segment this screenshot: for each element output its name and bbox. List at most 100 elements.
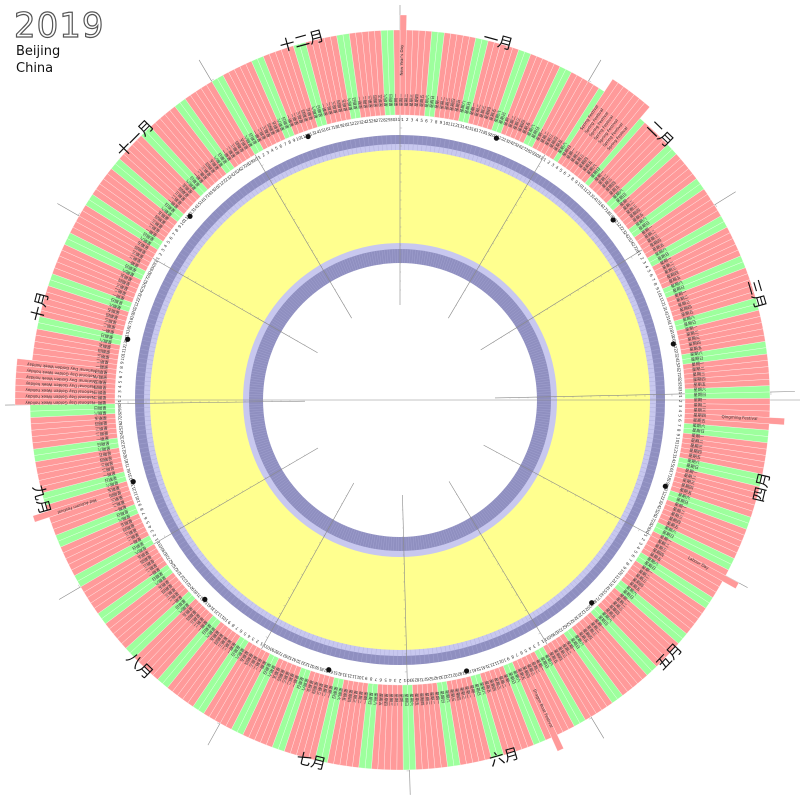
day-number: 2: [640, 537, 646, 542]
twilight-segment: [568, 204, 579, 216]
twilight-segment: [335, 523, 342, 537]
twilight-segment: [460, 522, 467, 536]
twilight-segment: [251, 425, 266, 428]
twilight-segment: [327, 144, 333, 160]
day-number: 3: [117, 390, 122, 393]
day-number: 24: [571, 616, 579, 623]
twilight-segment: [361, 253, 366, 268]
twilight-segment: [503, 490, 514, 500]
weekday-label: 星期日: [403, 694, 409, 707]
weekday-label: 星期一: [393, 94, 399, 107]
weekday-label: 星期五: [136, 549, 150, 561]
twilight-segment: [219, 583, 230, 595]
twilight-segment: [434, 253, 439, 268]
twilight-segment: [222, 585, 234, 598]
day-number: 4: [163, 243, 169, 248]
day-number: 16: [666, 317, 672, 324]
axis-tick: [156, 258, 158, 261]
weekday-label: 星期三: [94, 389, 107, 395]
twilight-segment: [229, 591, 240, 604]
twilight-segment: [307, 280, 317, 292]
holiday-bar: [648, 535, 740, 589]
twilight-segment: [216, 580, 227, 592]
twilight-segment: [257, 176, 266, 190]
twilight-segment: [298, 501, 309, 513]
twilight-segment: [140, 344, 156, 348]
twilight-segment: [159, 288, 174, 295]
day-number: 3: [642, 260, 648, 265]
twilight-segment: [270, 471, 284, 479]
twilight-segment: [363, 253, 368, 268]
day-number: 24: [507, 139, 514, 146]
weekday-label: 星期一: [325, 685, 334, 699]
weekday-label: 星期一: [256, 659, 267, 673]
weekday-label: 星期四: [310, 681, 319, 695]
twilight-segment: [442, 530, 448, 544]
day-number: 4: [644, 264, 650, 269]
day-number: 7: [118, 370, 123, 373]
axis-tick: [501, 227, 504, 229]
day-number: 19: [190, 586, 198, 594]
axis-tick: [474, 524, 476, 526]
day-number: 22: [220, 178, 228, 185]
day-number: 21: [449, 673, 456, 679]
axis-tick: [281, 468, 282, 470]
weekday-label: 星期二: [96, 357, 109, 365]
weekday-label: 星期一: [357, 96, 365, 109]
twilight-segment: [589, 227, 602, 238]
axis-tick: [515, 594, 518, 596]
day-number: 25: [366, 118, 372, 124]
axis-tick: [538, 632, 541, 635]
axis-tick: [535, 473, 537, 475]
day-number: 8: [369, 676, 372, 681]
holiday-label: National Day Golden Week holiday: [25, 400, 95, 405]
twilight-segment: [361, 647, 364, 663]
day-number: 22: [180, 575, 187, 583]
weekday-label: 星期四: [382, 693, 389, 706]
twilight-segment: [411, 249, 414, 264]
axis-tick: [302, 234, 305, 236]
axis-tick: [497, 235, 499, 237]
weekday-label: 星期二: [686, 329, 700, 338]
weekday-label: 星期六: [97, 445, 111, 454]
twilight-segment: [473, 272, 482, 285]
twilight-segment: [310, 278, 319, 290]
day-number: 17: [468, 668, 475, 674]
weekday-label: 星期二: [474, 103, 483, 117]
axis-tick: [630, 256, 633, 259]
twilight-segment: [513, 622, 521, 636]
weekday-label: 星期一: [433, 691, 440, 704]
twilight-segment: [495, 291, 506, 303]
weekday-label: 星期一: [502, 673, 512, 687]
twilight-segment: [464, 520, 472, 534]
axis-tick: [638, 529, 640, 532]
twilight-segment: [509, 624, 517, 638]
twilight-segment: [158, 503, 173, 510]
twilight-segment: [410, 536, 412, 551]
day-number: 7: [171, 231, 177, 236]
axis-tick: [330, 281, 332, 283]
twilight-segment: [267, 464, 280, 472]
twilight-segment: [535, 418, 550, 421]
twilight-segment: [267, 326, 281, 335]
twilight-segment: [503, 301, 515, 311]
twilight-segment: [622, 280, 637, 288]
twilight-segment: [390, 135, 392, 151]
day-number: 5: [145, 520, 151, 525]
twilight-segment: [258, 348, 272, 354]
day-number: 14: [461, 124, 468, 130]
day-number: 24: [623, 231, 630, 239]
weekday-label: 星期四: [121, 522, 135, 533]
holiday-label: National Day Golden Week holiday: [25, 394, 95, 400]
twilight-segment: [374, 648, 377, 664]
day-number: 11: [353, 674, 359, 680]
twilight-segment: [261, 174, 270, 188]
weekday-label: 星期三: [95, 425, 108, 432]
twilight-segment: [341, 141, 345, 157]
twilight-segment: [259, 449, 273, 456]
twilight-segment: [255, 438, 269, 444]
day-number: 6: [425, 118, 428, 123]
day-number: 21: [662, 488, 669, 495]
weekday-label: 星期四: [134, 244, 148, 256]
twilight-segment: [328, 520, 336, 534]
